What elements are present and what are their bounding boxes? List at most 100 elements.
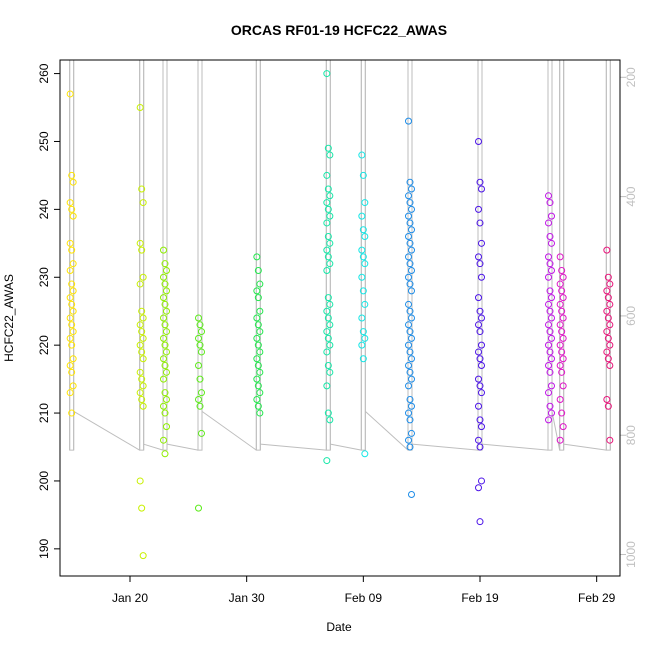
data-point — [69, 260, 77, 268]
data-point — [136, 389, 144, 397]
data-point — [323, 328, 331, 336]
data-point — [66, 362, 74, 370]
data-point — [476, 416, 484, 424]
data-point — [476, 307, 484, 315]
data-point — [546, 368, 554, 376]
flight-series — [160, 246, 170, 458]
x-tick-label: Feb 19 — [461, 591, 499, 605]
data-point — [408, 266, 415, 274]
data-point — [68, 300, 76, 308]
data-point — [475, 348, 482, 356]
data-point — [478, 273, 485, 281]
pressure-transit-line — [166, 443, 199, 451]
data-point — [359, 328, 367, 336]
data-point — [548, 314, 555, 322]
data-point — [556, 321, 564, 329]
data-point — [256, 368, 264, 376]
data-point — [256, 348, 264, 356]
data-point — [253, 334, 261, 342]
data-point — [406, 443, 414, 451]
data-point — [161, 389, 169, 397]
data-point — [139, 314, 147, 322]
data-point — [606, 341, 614, 349]
x-tick-label: Feb 29 — [578, 591, 616, 605]
data-point — [604, 273, 612, 281]
pressure-track-flight — [605, 59, 611, 451]
y-tick-label: 240 — [37, 199, 51, 219]
pressure-profile-band — [325, 59, 331, 451]
data-point — [559, 334, 567, 342]
x-axis-label: Date — [326, 620, 352, 634]
data-point — [68, 341, 76, 349]
y-tick-label: 190 — [37, 539, 51, 559]
data-point — [66, 334, 74, 342]
flight-series — [556, 253, 567, 444]
data-point — [254, 266, 262, 274]
data-point — [361, 334, 369, 342]
data-point — [66, 266, 74, 274]
data-point — [324, 205, 332, 213]
data-point — [358, 341, 366, 349]
data-point — [405, 253, 412, 261]
pressure-transit-line — [73, 410, 140, 451]
data-point — [196, 341, 204, 349]
data-point — [256, 389, 264, 397]
data-point — [604, 294, 612, 302]
flight-series — [545, 192, 555, 424]
data-point — [68, 246, 76, 254]
y2-tick-label: 600 — [624, 306, 638, 326]
data-point — [545, 219, 552, 227]
data-point — [69, 307, 77, 315]
pressure-transit-line — [260, 443, 327, 451]
data-point — [323, 70, 331, 78]
data-point — [548, 355, 555, 363]
data-point — [161, 260, 169, 268]
data-point — [408, 491, 415, 499]
data-point — [405, 212, 412, 220]
data-point — [195, 395, 202, 403]
data-point — [326, 341, 334, 349]
data-point — [136, 321, 144, 329]
data-point — [475, 137, 482, 145]
data-point — [324, 253, 332, 261]
data-point — [606, 436, 614, 444]
x-tick-label: Jan 20 — [112, 591, 148, 605]
data-point — [556, 280, 564, 288]
data-point — [475, 253, 482, 261]
data-point — [405, 341, 412, 349]
data-point — [559, 273, 567, 281]
data-point — [359, 171, 367, 179]
data-point — [406, 348, 414, 356]
data-point — [406, 239, 414, 247]
pressure-transit-line — [563, 443, 607, 451]
data-point — [138, 504, 146, 512]
data-point — [326, 192, 334, 200]
x-tick-label: Feb 09 — [345, 591, 383, 605]
data-point — [559, 423, 567, 431]
data-point — [546, 233, 554, 241]
data-point — [603, 348, 611, 356]
data-point — [253, 355, 261, 363]
data-point — [139, 273, 147, 281]
data-point — [163, 423, 170, 431]
flight-series — [195, 314, 205, 512]
data-point — [254, 321, 262, 329]
data-point — [406, 280, 414, 288]
flight-series — [323, 70, 334, 465]
data-point — [475, 205, 482, 213]
data-point — [546, 307, 554, 315]
data-point — [163, 307, 170, 315]
data-point — [408, 334, 415, 342]
y-tick-label: 210 — [37, 403, 51, 423]
data-point — [476, 443, 484, 451]
y-tick-label: 200 — [37, 471, 51, 491]
data-point — [323, 382, 331, 390]
data-point — [606, 300, 614, 308]
data-point — [256, 280, 264, 288]
data-point — [136, 477, 144, 485]
chart-title: ORCAS RF01-19 HCFC22_AWAS — [231, 22, 447, 38]
data-point — [408, 185, 415, 193]
data-point — [138, 307, 146, 315]
data-point — [408, 375, 415, 383]
